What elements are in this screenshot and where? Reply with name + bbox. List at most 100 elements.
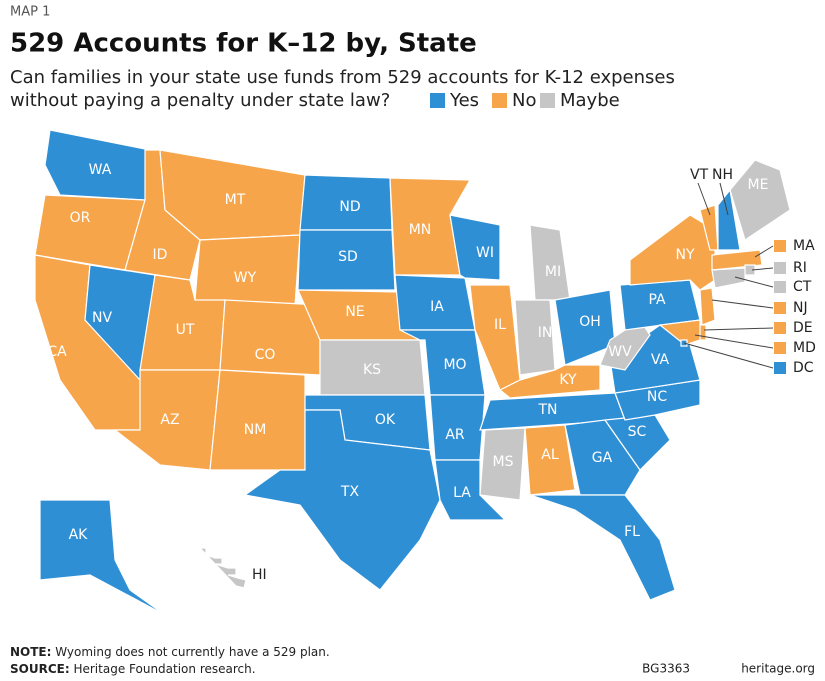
state-label: HI <box>252 567 267 583</box>
site: heritage.org <box>741 662 815 676</box>
state-label: WI <box>476 245 494 261</box>
state-label: OK <box>375 412 396 428</box>
state <box>219 299 321 376</box>
state-label: NY <box>675 247 694 263</box>
leader-line <box>754 245 774 258</box>
state-label: KY <box>559 372 577 388</box>
state-label: CT <box>793 279 812 295</box>
state-swatch <box>774 362 786 374</box>
state <box>658 319 701 346</box>
subtitle: without paying a penalty under state law… <box>10 90 390 111</box>
state-label: AR <box>445 427 465 443</box>
leader-line <box>751 267 774 271</box>
state <box>609 324 701 394</box>
state <box>297 229 396 291</box>
state-label: MN <box>409 222 432 238</box>
state <box>209 369 306 471</box>
state-label: ND <box>339 199 360 215</box>
state-label: MO <box>443 357 466 373</box>
state <box>564 419 641 496</box>
state-label: ID <box>153 247 168 263</box>
leader-line <box>703 327 774 331</box>
state <box>524 424 576 496</box>
state-label: VA <box>651 352 670 368</box>
leader-line <box>734 276 774 288</box>
state-swatch <box>774 240 786 252</box>
state-label: UT <box>176 322 195 338</box>
state <box>729 159 791 241</box>
state-label: MA <box>793 238 815 254</box>
state-label: MS <box>493 454 514 470</box>
state-label: GA <box>592 450 613 466</box>
state-label: KS <box>363 362 381 378</box>
state <box>449 214 501 281</box>
state-label: NJ <box>793 300 808 316</box>
state <box>629 214 716 291</box>
note: NOTE: Wyoming does not currently have a … <box>10 645 330 659</box>
legend-swatch <box>540 93 555 108</box>
state-label: NV <box>92 310 112 326</box>
state-swatch <box>774 262 786 274</box>
state-label: NE <box>345 304 364 320</box>
state-label: WV <box>608 344 632 360</box>
state-label: FL <box>624 524 640 540</box>
state-label: PA <box>648 292 666 308</box>
state <box>529 494 676 601</box>
source-text: Heritage Foundation research. <box>73 662 255 676</box>
state-label: ME <box>748 177 769 193</box>
leader-line <box>711 299 774 309</box>
note-label: NOTE: <box>10 645 51 659</box>
state-swatch <box>774 342 786 354</box>
source: SOURCE: Heritage Foundation research. <box>10 662 256 676</box>
title: 529 Accounts for K–12 by, State <box>10 29 477 59</box>
source-label: SOURCE: <box>10 662 70 676</box>
state-label: NM <box>244 422 267 438</box>
state-label: DE <box>793 320 813 336</box>
state <box>711 267 746 289</box>
state-label: MI <box>545 264 561 280</box>
state-label: SC <box>628 424 647 440</box>
legend-swatch <box>430 93 445 108</box>
state <box>39 499 166 616</box>
state-label: IN <box>538 325 553 341</box>
kicker: MAP 1 <box>10 5 50 20</box>
state-label: NC <box>647 389 667 405</box>
state-label: OH <box>579 314 601 330</box>
leader-line <box>683 342 774 369</box>
state-swatch <box>774 322 786 334</box>
state-label: AZ <box>160 412 179 428</box>
state <box>434 459 507 521</box>
state-label: CO <box>255 347 276 363</box>
state <box>498 364 601 399</box>
state-label: OR <box>70 210 91 226</box>
leader-line <box>719 182 729 216</box>
state-label: LA <box>453 485 471 501</box>
state-label: AL <box>541 447 559 463</box>
state-label: CA <box>47 344 67 360</box>
state-swatch <box>774 302 786 314</box>
state-label: SD <box>338 249 358 265</box>
state-label: AK <box>69 527 89 543</box>
state-label: TN <box>537 402 557 418</box>
legend-label: Yes <box>449 90 479 111</box>
legend-label: No <box>512 90 536 111</box>
legend: Yes No Maybe <box>430 90 620 111</box>
state-label: IA <box>430 299 444 315</box>
state-label: NH <box>712 167 733 183</box>
states: WA OR CA NV ID MT WY UT CO AZ NM ND SD NE KS OK TX MN IA MO… <box>34 129 816 616</box>
state <box>717 188 741 251</box>
state <box>699 324 707 341</box>
state <box>243 409 441 591</box>
leader-line <box>694 334 774 349</box>
state <box>529 224 571 301</box>
state <box>479 427 526 501</box>
code: BG3363 <box>642 662 690 676</box>
state-label: IL <box>494 317 506 333</box>
leader-line <box>697 182 711 216</box>
state-label: VT <box>690 167 709 183</box>
state-label: MD <box>793 340 816 356</box>
legend-label: Maybe <box>560 90 620 111</box>
state-label: TX <box>340 484 360 500</box>
